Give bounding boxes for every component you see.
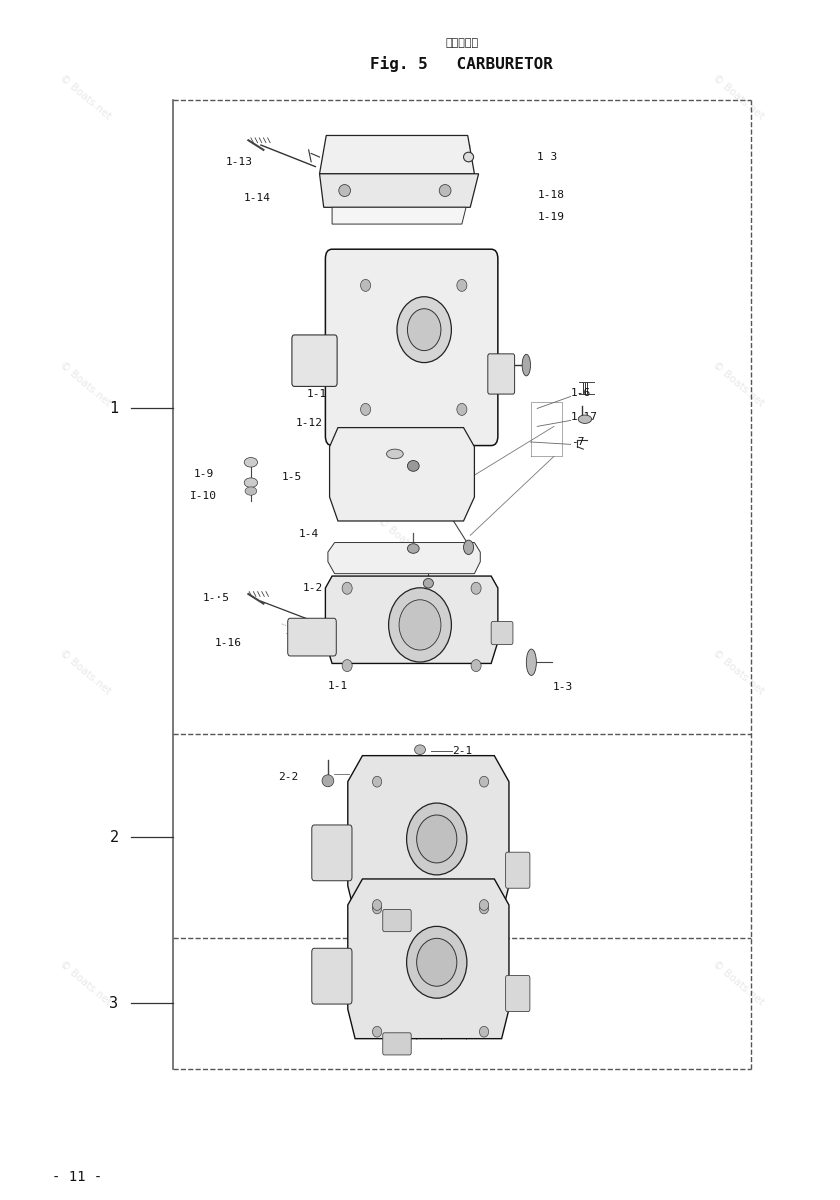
Ellipse shape <box>464 540 474 554</box>
FancyBboxPatch shape <box>312 948 352 1004</box>
Text: 1-·5: 1-·5 <box>202 593 229 602</box>
Ellipse shape <box>522 354 531 376</box>
Ellipse shape <box>480 900 489 911</box>
Ellipse shape <box>360 280 370 292</box>
FancyBboxPatch shape <box>383 1033 412 1055</box>
Text: 2: 2 <box>109 829 118 845</box>
Ellipse shape <box>399 600 441 650</box>
Text: © Boats.net: © Boats.net <box>711 73 766 121</box>
FancyBboxPatch shape <box>325 250 498 445</box>
Text: 1: 1 <box>109 401 118 416</box>
Ellipse shape <box>360 403 370 415</box>
Ellipse shape <box>407 803 467 875</box>
Ellipse shape <box>372 904 381 913</box>
Text: © Boats.net: © Boats.net <box>58 73 113 121</box>
Text: 1-4: 1-4 <box>298 529 319 539</box>
Text: © Boats.net: © Boats.net <box>58 360 113 409</box>
Text: キャブレタ: キャブレタ <box>445 38 479 48</box>
Ellipse shape <box>471 582 481 594</box>
Text: © Boats.net: © Boats.net <box>711 648 766 696</box>
Ellipse shape <box>322 775 333 787</box>
Text: 1-9: 1-9 <box>194 469 214 479</box>
Ellipse shape <box>386 449 403 458</box>
Ellipse shape <box>407 926 467 998</box>
Ellipse shape <box>417 815 457 863</box>
Text: 1-5: 1-5 <box>282 472 302 481</box>
Polygon shape <box>329 427 475 521</box>
Ellipse shape <box>439 185 451 197</box>
Text: 1-1: 1-1 <box>328 682 348 691</box>
Ellipse shape <box>397 296 451 362</box>
Ellipse shape <box>578 415 591 424</box>
Text: 3: 3 <box>109 996 118 1010</box>
Text: 1-13: 1-13 <box>226 157 253 167</box>
Ellipse shape <box>480 904 489 913</box>
Ellipse shape <box>457 280 467 292</box>
Polygon shape <box>319 174 479 208</box>
Text: 1-2: 1-2 <box>302 583 323 593</box>
FancyBboxPatch shape <box>491 622 513 644</box>
FancyBboxPatch shape <box>312 824 352 881</box>
Text: Fig. 5   CARBURETOR: Fig. 5 CARBURETOR <box>370 55 554 72</box>
Text: © Boats.net: © Boats.net <box>375 516 431 564</box>
Ellipse shape <box>471 660 481 672</box>
FancyBboxPatch shape <box>288 618 336 656</box>
FancyBboxPatch shape <box>488 354 515 394</box>
Ellipse shape <box>244 457 258 467</box>
Text: 2-2: 2-2 <box>278 772 298 782</box>
Ellipse shape <box>339 185 350 197</box>
Ellipse shape <box>372 776 381 787</box>
Text: 1 3: 1 3 <box>538 152 558 162</box>
Ellipse shape <box>480 1026 489 1037</box>
Ellipse shape <box>407 461 419 472</box>
Text: 1-3: 1-3 <box>552 683 573 692</box>
Text: -7: -7 <box>570 437 584 446</box>
Text: 1-19: 1-19 <box>538 212 564 222</box>
Text: 1-11: 1-11 <box>307 389 334 400</box>
Ellipse shape <box>389 588 451 662</box>
Text: 1-18: 1-18 <box>538 191 564 200</box>
Text: I-10: I-10 <box>190 491 217 500</box>
Text: 1-6: 1-6 <box>570 388 591 398</box>
Ellipse shape <box>407 544 419 553</box>
Ellipse shape <box>342 660 352 672</box>
Text: © Boats.net: © Boats.net <box>711 959 766 1007</box>
Text: 1-17: 1-17 <box>570 412 598 422</box>
Ellipse shape <box>417 938 457 986</box>
Ellipse shape <box>244 478 258 487</box>
Polygon shape <box>348 878 509 1039</box>
Ellipse shape <box>372 900 381 911</box>
Text: © Boats.net: © Boats.net <box>711 360 766 409</box>
Ellipse shape <box>457 403 467 415</box>
Ellipse shape <box>245 487 257 496</box>
Ellipse shape <box>423 578 433 588</box>
Ellipse shape <box>415 745 425 755</box>
Ellipse shape <box>342 582 352 594</box>
Ellipse shape <box>464 152 474 162</box>
Ellipse shape <box>372 1026 381 1037</box>
Text: 2-1: 2-1 <box>452 746 472 756</box>
Text: © Boats.net: © Boats.net <box>58 648 113 696</box>
Polygon shape <box>348 756 509 916</box>
Polygon shape <box>319 136 475 174</box>
Polygon shape <box>328 542 480 574</box>
FancyBboxPatch shape <box>506 852 530 888</box>
Text: © Boats.net: © Boats.net <box>58 959 113 1007</box>
Ellipse shape <box>407 308 441 350</box>
FancyBboxPatch shape <box>292 335 337 386</box>
Text: 1-8: 1-8 <box>365 553 386 563</box>
Polygon shape <box>332 208 466 224</box>
Text: - 11 -: - 11 - <box>51 1170 102 1184</box>
FancyBboxPatch shape <box>383 910 412 931</box>
Text: 1-14: 1-14 <box>244 193 271 203</box>
Ellipse shape <box>527 649 537 676</box>
Text: 1-16: 1-16 <box>215 638 242 648</box>
Text: 1-12: 1-12 <box>296 418 323 428</box>
FancyBboxPatch shape <box>506 976 530 1012</box>
Polygon shape <box>325 576 498 664</box>
Ellipse shape <box>480 776 489 787</box>
